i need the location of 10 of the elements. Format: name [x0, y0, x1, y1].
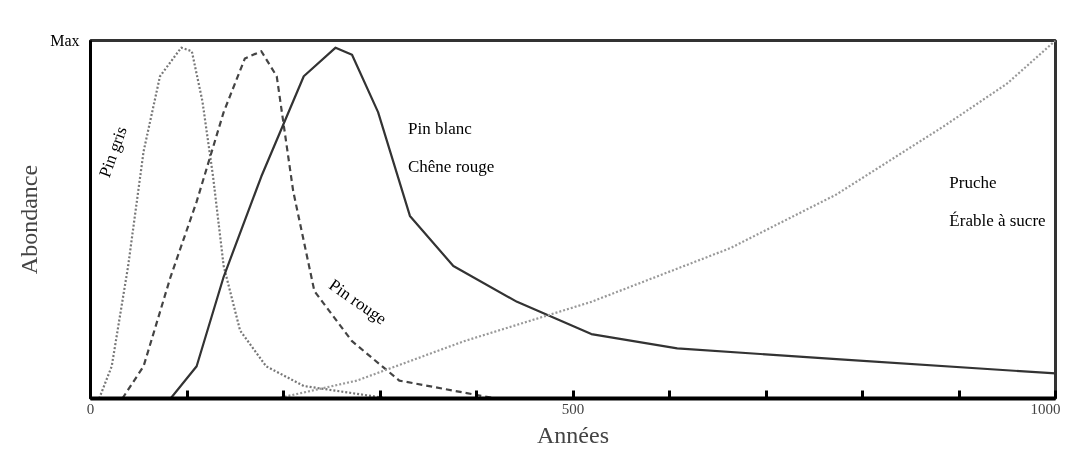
- series-label: Pin blanc Chêne rouge: [407, 119, 495, 177]
- x-axis-title: Années: [537, 421, 609, 448]
- text: Pin gris: [95, 124, 131, 180]
- x-tick-label: 0: [86, 400, 95, 417]
- text: Max: [50, 32, 80, 49]
- text: Pin rouge: [325, 275, 391, 329]
- x-tick-label: 500: [561, 400, 585, 417]
- text: Pruche Érable à sucre: [949, 173, 1046, 231]
- x-tick-label: 1000: [1030, 400, 1061, 417]
- y-axis-title: Abondance: [16, 164, 43, 275]
